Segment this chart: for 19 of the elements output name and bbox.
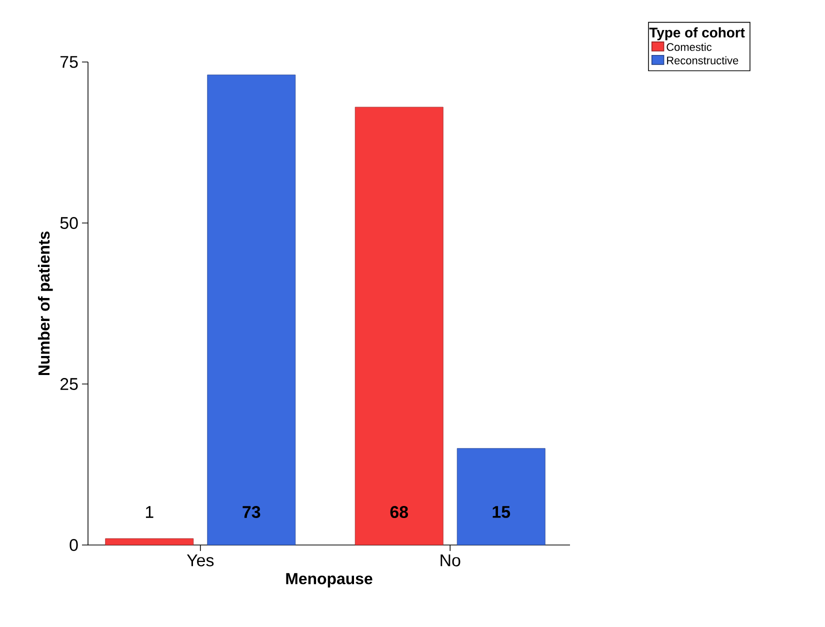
legend-title: Type of cohort xyxy=(649,27,745,40)
legend-label: Reconstructive xyxy=(667,56,738,64)
data-label: 73 xyxy=(242,506,260,518)
y-axis-title: Number of patients xyxy=(38,232,53,376)
bar xyxy=(456,448,546,546)
data-label: 15 xyxy=(492,506,510,518)
x-axis-title: Menopause xyxy=(286,573,372,588)
data-label: 68 xyxy=(390,506,408,518)
y-tick-label: 0 xyxy=(70,539,78,551)
bar xyxy=(207,74,296,546)
x-tick-label: No xyxy=(440,554,460,566)
data-label: 1 xyxy=(146,506,154,518)
y-tick-label: 25 xyxy=(60,378,78,390)
y-tick-label: 75 xyxy=(60,56,78,68)
x-tick-label: Yes xyxy=(186,554,214,566)
bar xyxy=(354,106,444,546)
y-tick-label: 50 xyxy=(60,217,78,229)
legend-label: Comestic xyxy=(666,42,712,51)
bar xyxy=(105,538,194,546)
